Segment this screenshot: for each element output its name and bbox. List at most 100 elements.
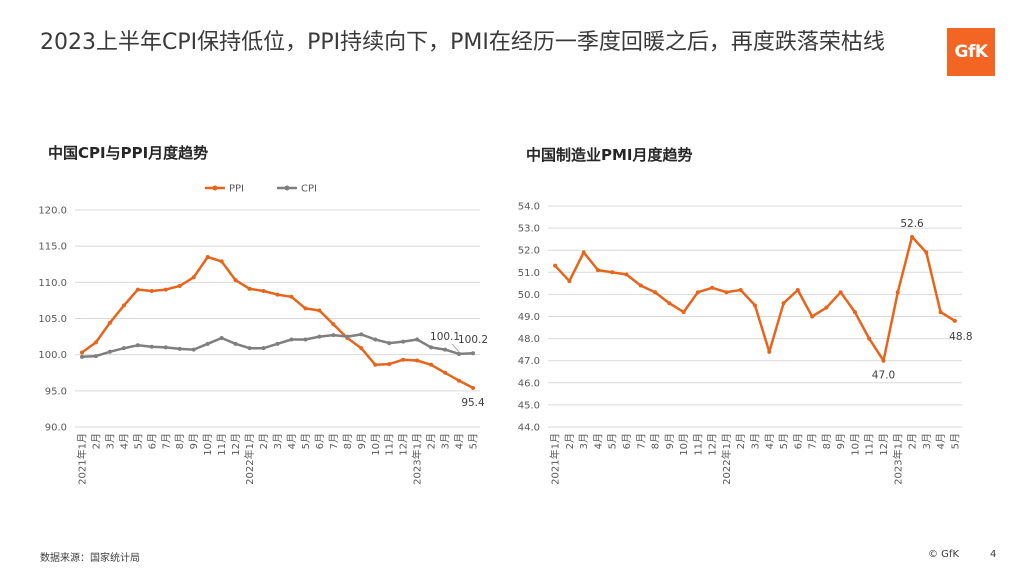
- data-point-cpi: [149, 344, 154, 349]
- data-point-pmi: [695, 290, 700, 295]
- data-point-cpi: [107, 349, 112, 354]
- data-point-ppi: [471, 385, 476, 390]
- data-point-cpi: [429, 345, 434, 350]
- x-tick-label: 12月: [878, 433, 890, 456]
- x-tick-label: 3月: [921, 433, 933, 449]
- x-tick-label: 6月: [314, 433, 326, 449]
- data-label: 95.4: [461, 397, 485, 409]
- data-point-ppi: [149, 289, 154, 294]
- cpi-ppi-chart-title: 中国CPI与PPI月度趋势: [48, 144, 209, 162]
- x-tick-label: 11月: [864, 433, 876, 456]
- y-tick-label: 110.0: [38, 278, 67, 289]
- x-tick-label: 5月: [300, 433, 312, 449]
- x-tick-label: 2022年1月: [720, 433, 733, 485]
- x-tick-label: 2022年1月: [243, 433, 256, 485]
- y-tick-label: 47.0: [518, 356, 540, 367]
- data-point-cpi: [443, 347, 448, 352]
- data-point-cpi: [303, 337, 308, 342]
- data-point-cpi: [261, 346, 266, 351]
- data-point-pmi: [867, 336, 872, 341]
- page-number: 4: [990, 549, 997, 560]
- data-point-ppi: [415, 358, 420, 363]
- data-point-cpi: [387, 341, 392, 346]
- data-point-cpi: [233, 341, 238, 346]
- x-tick-label: 4月: [935, 433, 947, 449]
- data-point-pmi: [638, 283, 643, 288]
- x-tick-label: 2021年1月: [75, 433, 88, 485]
- x-tick-label: 4月: [454, 433, 466, 449]
- data-point-ppi: [317, 308, 322, 313]
- data-point-ppi: [261, 289, 266, 294]
- y-tick-label: 100.0: [38, 350, 67, 361]
- data-label: 48.8: [949, 331, 972, 343]
- legend-label-cpi: CPI: [301, 184, 317, 195]
- data-point-cpi: [415, 337, 420, 342]
- x-tick-label: 3月: [750, 433, 762, 449]
- x-tick-label: 10月: [370, 433, 382, 456]
- x-tick-label: 7月: [807, 433, 819, 449]
- data-point-pmi: [653, 290, 658, 295]
- x-tick-label: 5月: [132, 433, 144, 449]
- x-tick-label: 6月: [146, 433, 158, 449]
- legend-marker-ppi: [212, 185, 218, 191]
- x-tick-label: 9月: [356, 433, 368, 449]
- x-tick-label: 11月: [216, 433, 228, 456]
- data-point-ppi: [79, 350, 84, 355]
- x-tick-label: 3月: [440, 433, 452, 449]
- x-tick-label: 2月: [258, 433, 270, 449]
- x-tick-label: 4月: [764, 433, 776, 449]
- data-point-cpi: [191, 347, 196, 352]
- pmi-chart-title: 中国制造业PMI月度趋势: [526, 146, 693, 164]
- x-tick-label: 2023年1月: [411, 433, 424, 485]
- data-point-cpi: [373, 337, 378, 342]
- data-point-ppi: [303, 306, 308, 311]
- data-point-cpi: [471, 351, 476, 356]
- y-tick-label: 44.0: [518, 423, 540, 434]
- x-tick-label: 12月: [398, 433, 410, 456]
- y-tick-label: 115.0: [38, 242, 67, 253]
- x-tick-label: 5月: [607, 433, 619, 449]
- x-tick-label: 7月: [328, 433, 340, 449]
- data-point-cpi: [359, 332, 364, 337]
- data-point-ppi: [359, 346, 364, 351]
- data-point-pmi: [910, 234, 915, 239]
- y-tick-label: 51.0: [518, 268, 540, 279]
- data-point-ppi: [289, 294, 294, 299]
- data-point-ppi: [107, 320, 112, 325]
- data-point-cpi: [331, 333, 336, 338]
- x-tick-label: 9月: [188, 433, 200, 449]
- x-tick-label: 10月: [678, 433, 690, 456]
- y-tick-label: 45.0: [518, 400, 540, 411]
- x-tick-label: 2月: [907, 433, 919, 449]
- x-tick-label: 8月: [342, 433, 354, 449]
- x-tick-label: 8月: [821, 433, 833, 449]
- x-tick-label: 8月: [650, 433, 662, 449]
- legend-marker-cpi: [284, 185, 290, 191]
- data-point-pmi: [624, 272, 629, 277]
- x-tick-label: 4月: [286, 433, 298, 449]
- data-point-ppi: [401, 357, 406, 362]
- data-point-cpi: [93, 354, 98, 359]
- data-point-ppi: [247, 286, 252, 291]
- data-point-pmi: [938, 310, 943, 315]
- x-tick-label: 9月: [835, 433, 847, 449]
- x-tick-label: 11月: [384, 433, 396, 456]
- data-point-pmi: [610, 270, 615, 275]
- series-line-pmi: [554, 235, 956, 362]
- data-point-cpi: [457, 351, 462, 356]
- x-tick-label: 9月: [664, 433, 676, 449]
- x-tick-label: 5月: [468, 433, 480, 449]
- y-tick-label: 49.0: [518, 312, 540, 323]
- x-tick-label: 6月: [792, 433, 804, 449]
- data-point-ppi: [373, 362, 378, 367]
- data-point-pmi: [581, 250, 586, 255]
- annotation-leader: [451, 343, 460, 353]
- x-tick-label: 2月: [426, 433, 438, 449]
- page-title: 2023上半年CPI保持低位，PPI持续向下，PMI在经历一季度回暖之后，再度跌…: [40, 30, 885, 55]
- data-point-pmi: [595, 268, 600, 273]
- data-point-cpi: [205, 341, 210, 346]
- data-point-ppi: [443, 370, 448, 375]
- x-tick-label: 10月: [202, 433, 214, 456]
